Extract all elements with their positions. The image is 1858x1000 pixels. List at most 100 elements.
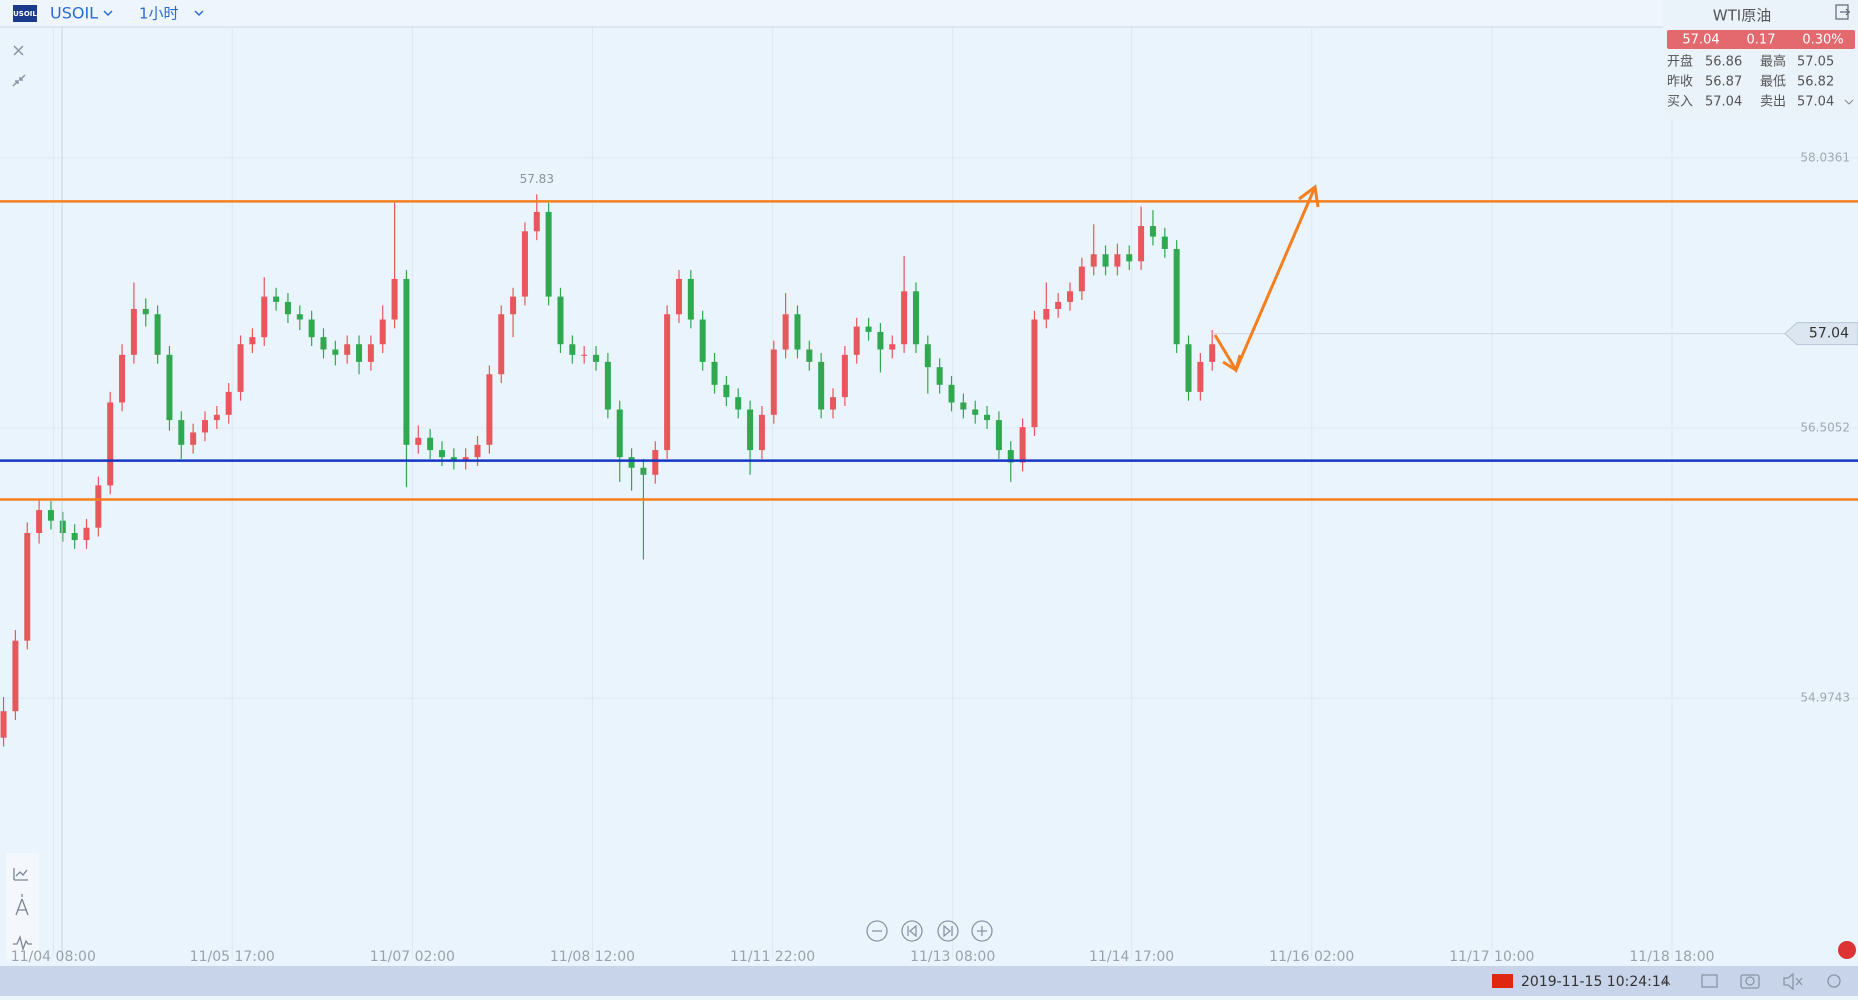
logo[interactable] [13,5,37,22]
wave-tool[interactable] [13,934,32,952]
close-icon[interactable] [13,45,24,56]
candle-body [427,437,434,451]
logo-text: USOIL [13,10,37,18]
candle-body [830,397,837,410]
candle-body [1043,308,1050,320]
window-icon[interactable] [1701,974,1718,988]
x-tick-label: 11/18 18:00 [1629,949,1714,965]
candle-body [521,231,528,297]
x-tick-label: 11/17 10:00 [1449,949,1534,965]
candle-body [747,409,754,451]
candle-body [510,296,517,315]
candle-body [1149,226,1156,237]
panel-toggle[interactable] [1835,4,1850,20]
candle-body [450,457,457,461]
candle-body [24,533,31,641]
candle-body [687,278,694,320]
candle-body [201,420,208,433]
candle-body [806,349,813,362]
quote-value: 56.86 [1705,55,1742,70]
settings-icon[interactable] [1827,974,1841,988]
candle-body [47,510,54,521]
candle-body [367,344,374,362]
interval[interactable]: 1小时 [139,5,179,23]
candle-body [273,296,280,302]
candle-body [36,510,43,534]
quote-value: 57.04 [1705,95,1742,110]
datetime-toggle[interactable] [1661,979,1671,986]
y-tick-label: 58.0361 [1800,150,1850,164]
candle-body [0,711,7,738]
x-tick-label: 11/16 02:00 [1269,949,1354,965]
candle-body [344,344,351,355]
symbol[interactable]: USOIL [50,4,98,23]
high-label: 57.83 [520,172,554,186]
candle-body [794,314,801,350]
candle-body [936,367,943,385]
scroll-end[interactable] [937,920,959,942]
candle-body [130,308,137,355]
candle-body [178,420,185,445]
candle-body [960,402,967,410]
candle-body [664,314,671,451]
alert-icon[interactable] [1838,941,1856,959]
candle-body [498,314,505,375]
flag [1492,974,1513,988]
quote-value: 57.05 [1797,55,1834,70]
candle-body [95,485,102,528]
candle-body [984,414,991,421]
candle-body [593,354,600,362]
x-tick-label: 11/14 17:00 [1089,949,1174,965]
candle-body [699,319,706,362]
tool-panel [6,853,39,959]
candle-body [462,457,469,461]
candle-body [1102,254,1109,267]
candle-body [474,444,481,458]
candle-body [1209,344,1216,362]
quote-label: 最高 [1760,54,1786,70]
quote-label: 卖出 [1760,95,1786,110]
quote-label: 最低 [1760,75,1786,90]
candle-body [841,354,848,398]
candle-body [261,296,268,338]
candle-body [735,397,742,410]
quote-value: 57.04 [1797,95,1834,110]
interval-dropdown[interactable] [194,10,204,17]
datetime: 2019-11-15 10:24:14 [1521,974,1670,990]
quote-value: 56.87 [1705,75,1742,90]
candle-body [1090,254,1097,267]
panel-expand[interactable] [1844,99,1854,105]
candle-body [912,291,919,345]
quote-label: 开盘 [1667,54,1693,70]
camera-icon[interactable] [1740,974,1760,989]
zoom-out[interactable] [866,920,888,942]
candle-body [486,374,493,445]
candle-body [12,640,19,712]
candle-body [379,319,386,345]
candle-body [154,314,161,355]
candle-body [438,450,445,458]
candle-body [284,301,291,315]
scroll-start[interactable] [901,920,923,942]
candle-body [83,527,90,541]
x-tick-label: 11/05 17:00 [190,949,275,965]
x-tick-label: 11/04 08:00 [11,949,96,965]
candle-body [1067,291,1074,302]
collapse-icon[interactable] [12,74,26,87]
candle-body [249,337,256,345]
symbol-dropdown[interactable] [103,10,113,17]
plot-area [0,26,1858,958]
quote-label: 买入 [1667,95,1693,110]
scroll-end-icon [943,924,953,938]
draw-tool[interactable] [15,894,29,916]
zoom-in[interactable] [971,920,993,942]
candle-body [545,211,552,297]
candle-body [296,314,303,320]
candle-body [391,278,398,320]
mute-icon[interactable] [1783,972,1803,991]
candle-body [190,432,197,445]
indicator-tool[interactable] [13,868,28,881]
